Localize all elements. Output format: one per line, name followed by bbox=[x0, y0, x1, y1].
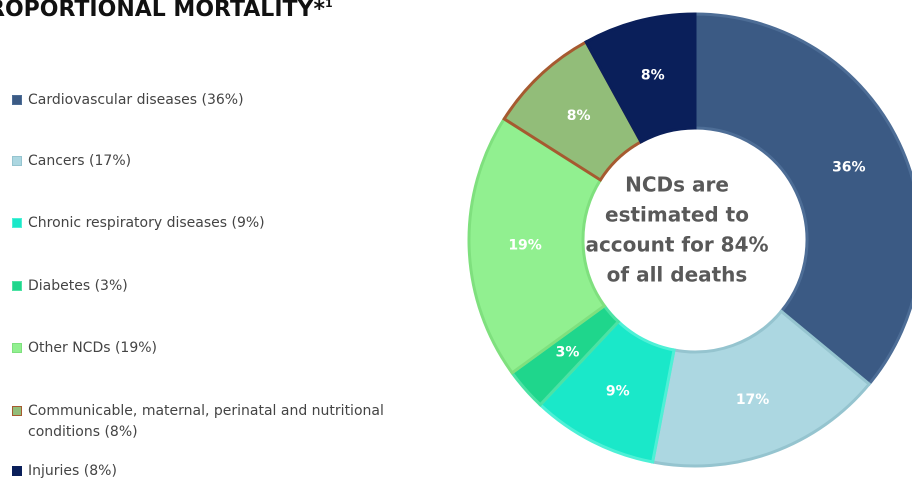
title-superscript: 1 bbox=[325, 0, 333, 10]
legend-label: Other NCDs (19%) bbox=[28, 340, 158, 356]
legend-label: Communicable, maternal, perinatal and nu… bbox=[28, 403, 384, 440]
legend-label: Injuries (8%) bbox=[28, 463, 117, 479]
legend-swatch bbox=[12, 218, 22, 228]
center-text: of all deaths bbox=[607, 263, 748, 287]
legend-swatch bbox=[12, 156, 22, 166]
center-text: NCDs are bbox=[625, 173, 729, 197]
center-text: estimated to bbox=[605, 203, 749, 227]
data-label: 17% bbox=[736, 392, 770, 408]
center-text: account for 84% bbox=[585, 233, 768, 257]
donut-segment bbox=[693, 12, 912, 387]
data-label: 8% bbox=[641, 67, 665, 83]
legend-label: Diabetes (3%) bbox=[28, 278, 128, 294]
legend-label: Cardiovascular diseases (36%) bbox=[28, 92, 244, 108]
legend-swatch bbox=[12, 281, 22, 291]
legend-swatch bbox=[12, 406, 22, 416]
legend-swatch bbox=[12, 466, 22, 476]
data-label: 9% bbox=[606, 383, 630, 399]
title-text: ROPORTIONAL MORTALITY* bbox=[0, 0, 325, 22]
donut-segment bbox=[467, 116, 607, 375]
data-label: 8% bbox=[567, 108, 591, 124]
donut-segment bbox=[650, 309, 872, 468]
legend-label: Chronic respiratory diseases (9%) bbox=[28, 215, 265, 231]
legend-label: Cancers (17%) bbox=[28, 153, 132, 169]
data-label: 3% bbox=[556, 344, 580, 360]
legend-swatch bbox=[12, 95, 22, 105]
data-label: 36% bbox=[832, 160, 866, 176]
donut-segment bbox=[584, 12, 697, 144]
data-label: 19% bbox=[508, 237, 542, 253]
legend-swatch bbox=[12, 343, 22, 353]
chart-title: ROPORTIONAL MORTALITY*1 bbox=[0, 0, 333, 22]
